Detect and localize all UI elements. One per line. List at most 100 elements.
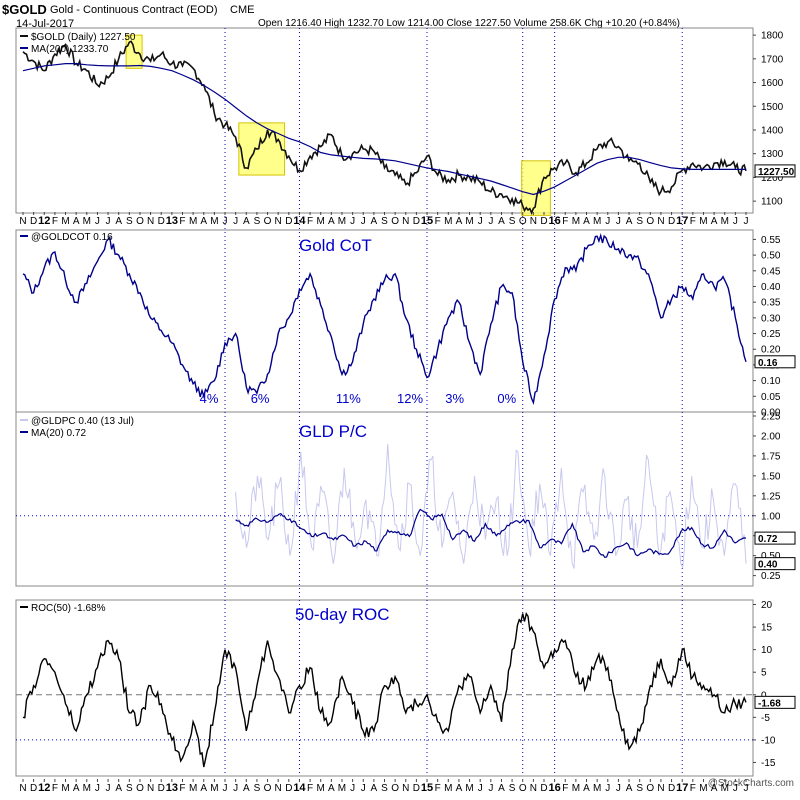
time-label: J <box>478 216 483 227</box>
panel-title: GLD P/C <box>299 422 367 441</box>
time-label: O <box>519 216 527 227</box>
pc-raw-last-value: 0.40 <box>758 560 778 571</box>
time-label: M <box>572 216 580 227</box>
time-label: M <box>465 783 473 794</box>
time-label: 16 <box>548 215 560 227</box>
pc-ma-last-value: 0.72 <box>758 534 778 545</box>
time-label: O <box>646 783 654 794</box>
time-label: F <box>52 216 58 227</box>
time-label: J <box>361 783 366 794</box>
y-tick-label: 2.25 <box>761 411 781 422</box>
time-label: 14 <box>293 782 306 794</box>
pc-raw-legend: @GLDPC 0.40 (13 Jul) <box>31 416 134 427</box>
y-tick-label: 1800 <box>761 31 784 42</box>
cot-annotation-1: 6% <box>251 391 270 406</box>
time-label: N <box>275 216 282 227</box>
y-tick-label: 1.75 <box>761 451 781 462</box>
time-label: F <box>562 216 568 227</box>
y-tick-label: 0.55 <box>761 235 781 246</box>
y-tick-label: -10 <box>761 735 776 746</box>
cot-annotation-2: 11% <box>336 391 361 406</box>
time-label: S <box>381 216 388 227</box>
time-label: F <box>435 216 441 227</box>
price-last-value: 1227.50 <box>758 167 795 178</box>
y-tick-label: 20 <box>761 600 773 611</box>
put-call-panel: 0.250.500.751.001.251.501.752.002.25@GLD… <box>16 411 796 582</box>
time-label: 15 <box>421 215 433 227</box>
roc-last-value: -1.68 <box>758 698 781 709</box>
time-label: F <box>307 216 313 227</box>
panel-frame-1 <box>15 229 754 413</box>
y-tick-label: 5 <box>761 668 767 679</box>
time-label: N <box>402 216 409 227</box>
time-label: J <box>488 216 493 227</box>
time-label: A <box>498 216 505 227</box>
y-tick-label: 1300 <box>761 149 784 160</box>
time-label: J <box>616 783 621 794</box>
time-label: A <box>371 783 378 794</box>
time-label: D <box>285 783 292 794</box>
time-label: A <box>73 216 80 227</box>
cot-last-value: 0.16 <box>758 358 778 369</box>
y-tick-label: 1.50 <box>761 471 781 482</box>
time-label: A <box>200 783 207 794</box>
pc-raw-last-value-box <box>754 557 796 571</box>
time-label: F <box>179 783 185 794</box>
time-label: A <box>498 783 505 794</box>
time-label: J <box>350 783 355 794</box>
time-label: S <box>636 783 643 794</box>
time-label: M <box>83 783 91 794</box>
time-label: A <box>371 216 378 227</box>
time-label: J <box>478 783 483 794</box>
ohlc-summary: Open 1216.40 High 1232.70 Low 1214.00 Cl… <box>258 18 680 29</box>
time-label: A <box>200 216 207 227</box>
time-label: M <box>83 216 91 227</box>
ma200-legend: MA(200) 1233.70 <box>31 44 109 55</box>
time-label: M <box>465 216 473 227</box>
time-label: J <box>350 216 355 227</box>
time-label: J <box>744 783 749 794</box>
time-label: M <box>317 783 325 794</box>
time-label: O <box>519 783 527 794</box>
time-label: N <box>530 216 537 227</box>
time-label: N <box>275 783 282 794</box>
roc-last-value-box <box>754 695 796 709</box>
time-label: J <box>605 216 610 227</box>
time-label: J <box>95 783 100 794</box>
time-label: D <box>413 216 420 227</box>
time-label: M <box>721 216 729 227</box>
y-tick-label: 0.00 <box>761 408 781 419</box>
symbol-label: $GOLD <box>2 2 47 17</box>
time-label: O <box>391 216 399 227</box>
cot-line <box>22 232 747 406</box>
time-label: 13 <box>166 782 178 794</box>
time-label: D <box>668 216 675 227</box>
time-label: M <box>572 783 580 794</box>
time-label: N <box>657 216 664 227</box>
cot-annotation-5: 0% <box>497 391 516 406</box>
time-label: S <box>254 783 261 794</box>
y-tick-label: -15 <box>761 758 776 769</box>
pc-ma-legend: MA(20) 0.72 <box>31 428 86 439</box>
time-label: S <box>381 783 388 794</box>
time-label: D <box>30 783 37 794</box>
time-label: D <box>158 216 165 227</box>
time-label: O <box>136 216 144 227</box>
time-label: S <box>126 216 133 227</box>
time-label: M <box>189 216 197 227</box>
price-panel: 1100 1200 1300 1400 1500 1600 1700 1800 $GOLD (D… <box>20 31 796 216</box>
panel-title: 50-day ROC <box>295 605 389 624</box>
time-label: M <box>338 783 346 794</box>
contract-description: Gold - Continuous Contract (EOD) <box>50 4 218 16</box>
time-label: J <box>223 783 228 794</box>
cot-last-value-box <box>754 355 796 369</box>
highlight-box-1 <box>238 122 286 176</box>
y-tick-label: 0.35 <box>761 298 781 309</box>
time-axis-bottom: N D 12 F M A M J J A S O N D 13 F M A M J J A S O N D 14 F M A M J J A S O N… <box>19 779 749 794</box>
time-label: D <box>30 216 37 227</box>
time-label: M <box>210 783 218 794</box>
time-label: F <box>307 783 313 794</box>
time-label: J <box>106 783 111 794</box>
time-label: A <box>583 216 590 227</box>
time-label: S <box>509 216 516 227</box>
